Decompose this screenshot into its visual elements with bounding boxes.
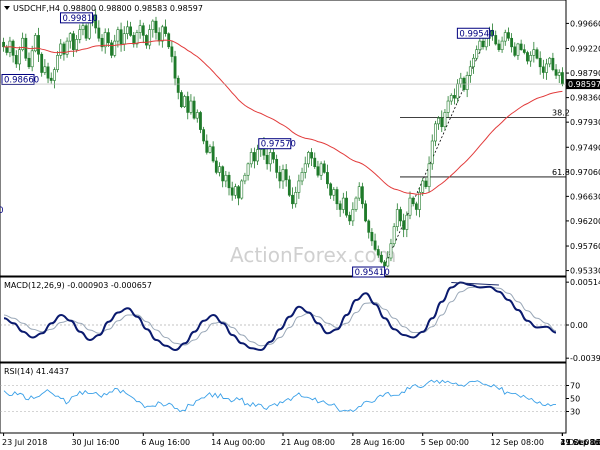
rsi-tick-label: 30 xyxy=(570,408,580,417)
candle xyxy=(85,24,87,41)
candle xyxy=(110,40,112,58)
current-price-label: 0.98597 xyxy=(568,80,600,89)
candle xyxy=(34,33,36,52)
price-annotation: 0.99810 xyxy=(60,13,97,24)
price-tick-label: 0.96200 xyxy=(570,217,600,226)
price-tick-label: 0.95760 xyxy=(570,242,600,251)
svg-text:0.95410: 0.95410 xyxy=(355,268,390,278)
price-tick-label: 0.99660 xyxy=(570,19,600,28)
price-annotation: 0.99540 xyxy=(457,28,494,39)
fib-label: 38.2 xyxy=(552,109,570,118)
price-tick-label: 0.95330 xyxy=(570,267,600,276)
watermark: ActionForex.com xyxy=(230,243,396,267)
candle xyxy=(183,95,185,108)
price-annotation: 0.95410 xyxy=(353,267,390,278)
rsi-tick-label: 50 xyxy=(570,395,580,404)
x-tick-label: 21 Aug 08:00 xyxy=(281,438,335,447)
price-tick-label: 0.97490 xyxy=(570,143,600,152)
candle xyxy=(199,111,201,133)
ohlc-readout: 0.98800 0.98800 0.98583 0.98597 xyxy=(63,4,203,13)
x-tick-label: 30 Jul 16:00 xyxy=(71,438,119,447)
header: USDCHF,H4 0.98800 0.98800 0.98583 0.9859… xyxy=(4,4,203,13)
x-tick-label: 6 Aug 16:00 xyxy=(141,438,190,447)
price-tick-label: 0.97930 xyxy=(570,118,600,127)
candle xyxy=(355,196,357,211)
price-annotation: 0.97570 xyxy=(259,139,296,150)
rsi-tick-label: 70 xyxy=(570,382,580,391)
candle xyxy=(444,109,446,130)
x-tick-label: 23 Jul 2018 xyxy=(2,438,47,447)
price-tick-label: 0.98790 xyxy=(570,69,600,78)
x-tick-label: 14 Aug 00:00 xyxy=(211,438,265,447)
rsi-panel xyxy=(0,363,566,433)
x-tick-label: 28 Aug 16:00 xyxy=(351,438,405,447)
svg-text:0.97570: 0.97570 xyxy=(261,140,296,150)
svg-text:0.99810: 0.99810 xyxy=(62,14,97,24)
symbol-label: USDCHF,H4 xyxy=(13,4,60,13)
price-tick-label: 0.97060 xyxy=(570,168,600,177)
x-tick-label: 5 Sep 00:00 xyxy=(421,438,469,447)
candle xyxy=(180,90,182,108)
macd-tick-label: 0.00 xyxy=(570,321,588,330)
macd-tick-label: 0.005141 xyxy=(570,278,600,287)
candle xyxy=(241,179,243,199)
price-annotation: 0.96510 xyxy=(0,205,4,216)
svg-text:0.96510: 0.96510 xyxy=(0,206,4,216)
rsi-title: RSI(14) 41.4437 xyxy=(4,367,69,376)
price-tick-label: 0.96630 xyxy=(570,192,600,201)
x-tick-label: 11 Oct 16:00 xyxy=(560,438,600,447)
candle xyxy=(393,223,395,246)
macd-title: MACD(12,26,9) -0.000903 -0.000657 xyxy=(4,281,152,290)
svg-text:0.99540: 0.99540 xyxy=(459,29,494,39)
x-tick-label: 12 Sep 08:00 xyxy=(491,438,544,447)
price-tick-label: 0.98360 xyxy=(570,94,600,103)
price-tick-label: 0.99220 xyxy=(570,45,600,54)
candle xyxy=(364,200,366,222)
macd-tick-label: -0.003982 xyxy=(570,354,600,363)
fib-label: 61.8 xyxy=(552,168,570,177)
